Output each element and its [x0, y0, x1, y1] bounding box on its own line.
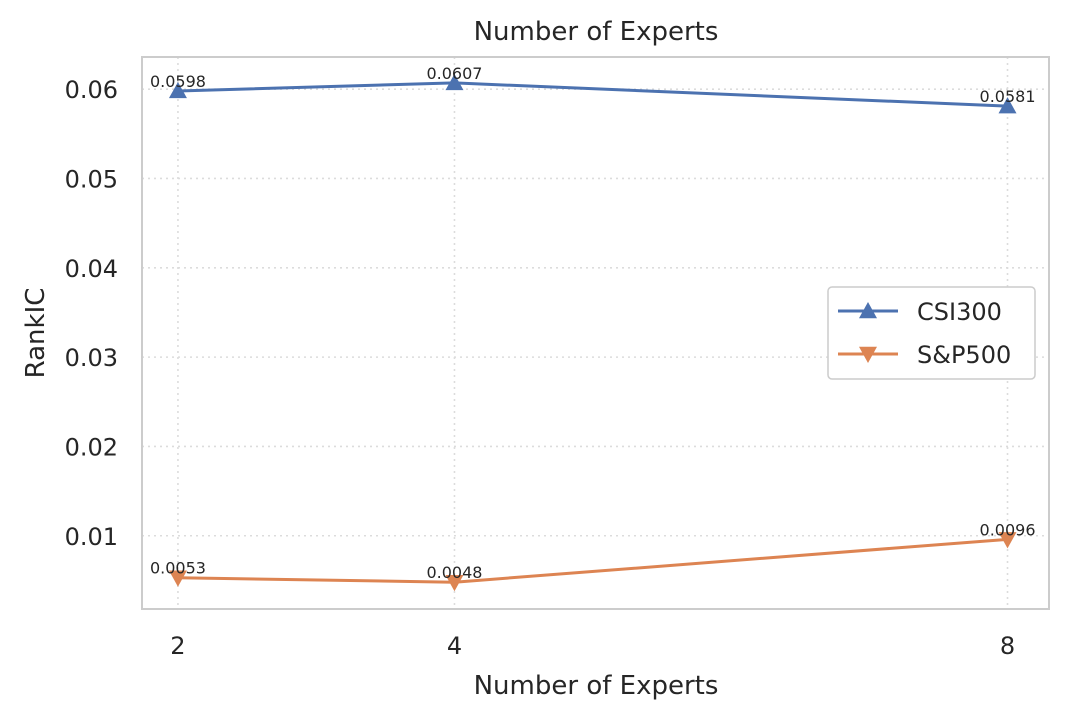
data-label: 0.0053 — [150, 559, 206, 578]
series-0 — [168, 73, 1017, 114]
x-tick-label: 8 — [1000, 632, 1015, 660]
data-point — [998, 97, 1017, 114]
data-point — [168, 570, 187, 587]
data-point — [168, 81, 187, 99]
legend-swatch-marker — [859, 302, 877, 319]
data-label: 0.0581 — [980, 87, 1036, 106]
data-point — [445, 73, 464, 91]
data-labels: 0.0598 0.0607 0.0581 0.0053 0.0048 0.0096 — [150, 64, 1036, 582]
chart-title: Number of Experts — [474, 17, 719, 47]
x-tick-label: 2 — [170, 632, 185, 660]
series-1 — [168, 532, 1017, 592]
x-tick-label: 4 — [447, 632, 462, 660]
data-label: 0.0607 — [426, 64, 482, 83]
y-tick-label: 0.04 — [65, 255, 118, 283]
y-tick-label: 0.01 — [65, 523, 118, 551]
series-line — [177, 81, 1008, 108]
y-tick-label: 0.03 — [65, 344, 118, 372]
legend: CSI300 S&P500 — [827, 286, 1036, 380]
y-axis-ticks: 0.01 0.02 0.03 0.04 0.05 0.06 — [65, 76, 118, 551]
x-axis-title: Number of Experts — [474, 671, 719, 701]
series-line — [177, 537, 1008, 584]
legend-label: S&P500 — [917, 341, 1011, 369]
plot-frame — [141, 56, 1050, 610]
y-axis-title: RankIC — [21, 288, 51, 379]
data-label: 0.0096 — [980, 520, 1036, 539]
series-layer — [168, 73, 1017, 592]
y-tick-label: 0.06 — [65, 76, 118, 104]
y-tick-label: 0.02 — [65, 433, 118, 461]
data-point — [445, 575, 464, 592]
data-label: 0.0048 — [426, 563, 482, 582]
x-axis-ticks: 2 4 8 — [170, 632, 1015, 660]
data-point — [998, 532, 1017, 549]
legend-label: CSI300 — [917, 298, 1002, 326]
legend-swatch-marker — [859, 346, 877, 363]
data-label: 0.0598 — [150, 72, 206, 91]
y-tick-label: 0.05 — [65, 165, 118, 193]
